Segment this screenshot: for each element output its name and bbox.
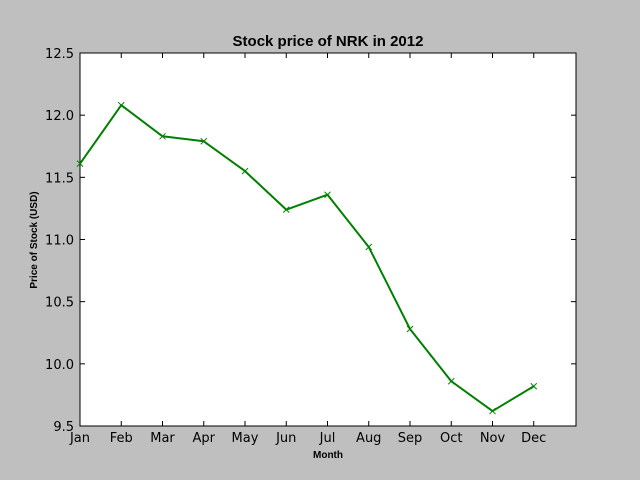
- x-tick-label: Sep: [398, 431, 423, 446]
- data-point-jul: [324, 191, 331, 199]
- data-point-dec: [530, 382, 538, 390]
- series-layer: [76, 101, 538, 415]
- data-point-mar: [159, 132, 166, 140]
- series-line: [79, 104, 535, 413]
- x-tick-label: Dec: [521, 431, 546, 446]
- y-tick-label: 12.0: [45, 109, 74, 124]
- y-tick-label: 12.5: [45, 47, 74, 62]
- y-tick-label: 11.0: [45, 234, 74, 249]
- data-point-aug: [365, 243, 373, 251]
- x-tick-label: Feb: [110, 431, 133, 446]
- data-point-jan: [76, 160, 84, 168]
- chart-title: Stock price of NRK in 2012: [233, 33, 424, 50]
- y-axis-title: Price of Stock (USD): [29, 191, 40, 288]
- data-point-apr: [200, 137, 208, 145]
- data-point-oct: [447, 377, 455, 385]
- data-point-nov: [489, 407, 496, 415]
- data-point-jun: [282, 206, 290, 214]
- y-tick-label: 10.0: [45, 358, 74, 373]
- data-point-sep: [406, 325, 414, 333]
- x-tick-label: Nov: [480, 431, 506, 446]
- x-tick-label: Apr: [193, 431, 216, 446]
- axis-ticks: [79, 52, 576, 427]
- axis-tick-labels: 9.5 10.0 10.5 11.0 11.5 12.0 12.5 Jan Feb Mar Apr M…: [45, 47, 546, 446]
- x-tick-label: May: [232, 431, 259, 446]
- x-tick-label: Oct: [440, 431, 462, 446]
- data-point-feb: [117, 101, 125, 109]
- plot-area: [79, 52, 577, 427]
- x-tick-label: Jan: [69, 431, 90, 446]
- data-point-may: [241, 167, 249, 175]
- y-tick-label: 10.5: [45, 296, 74, 311]
- y-tick-label: 9.5: [53, 420, 74, 435]
- x-tick-label: Aug: [356, 431, 381, 446]
- y-tick-label: 11.5: [45, 171, 74, 186]
- x-tick-label: Jun: [275, 431, 296, 446]
- x-axis-title: Month: [313, 450, 343, 461]
- x-tick-label: Mar: [150, 431, 175, 446]
- x-tick-label: Jul: [319, 431, 336, 446]
